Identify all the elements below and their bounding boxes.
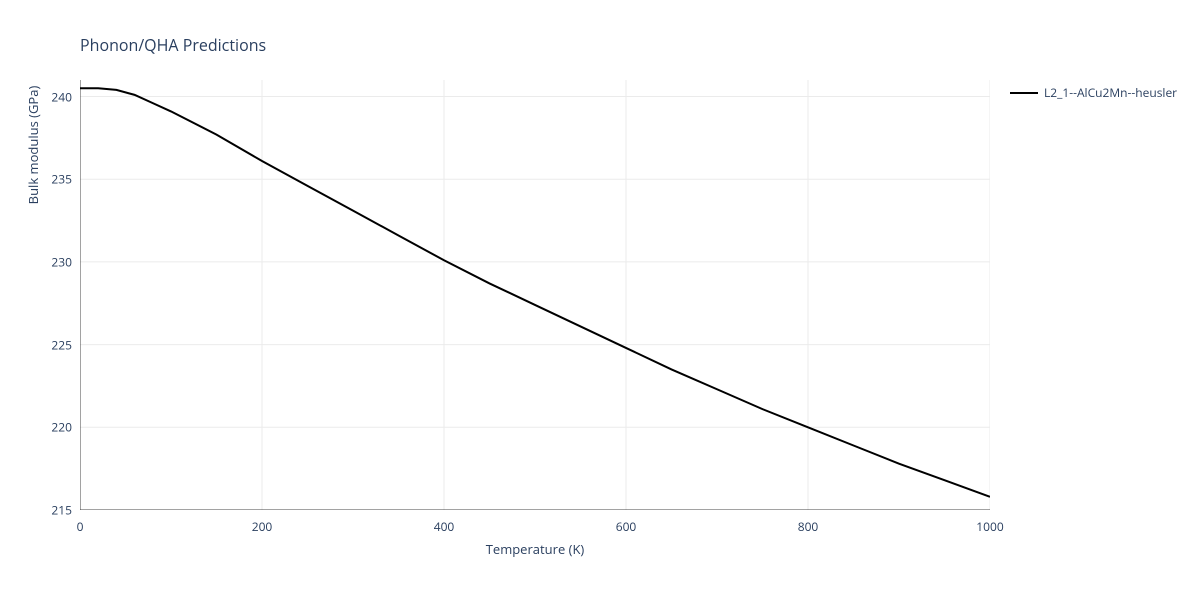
chart-title: Phonon/QHA Predictions: [80, 34, 266, 56]
x-tick-label: 200: [252, 518, 273, 535]
y-axis-label: Bulk modulus (GPa): [24, 0, 42, 360]
legend-label: L2_1--AlCu2Mn--heusler: [1044, 84, 1177, 101]
y-tick-label: 230: [46, 253, 72, 270]
x-tick-label: 0: [77, 518, 84, 535]
x-tick-label: 400: [434, 518, 455, 535]
y-tick-label: 215: [46, 502, 72, 519]
x-axis-label: Temperature (K): [80, 540, 990, 558]
y-tick-label: 225: [46, 336, 72, 353]
x-tick-label: 1000: [976, 518, 1003, 535]
legend[interactable]: L2_1--AlCu2Mn--heusler: [1010, 84, 1177, 101]
legend-swatch: [1010, 92, 1038, 94]
x-tick-label: 800: [798, 518, 819, 535]
y-tick-label: 235: [46, 171, 72, 188]
y-tick-label: 220: [46, 419, 72, 436]
y-tick-label: 240: [46, 88, 72, 105]
chart-container: Phonon/QHA Predictions 0 200 400 600 800 1000…: [0, 0, 1200, 600]
plot-area[interactable]: [80, 80, 990, 510]
x-tick-label: 600: [616, 518, 637, 535]
